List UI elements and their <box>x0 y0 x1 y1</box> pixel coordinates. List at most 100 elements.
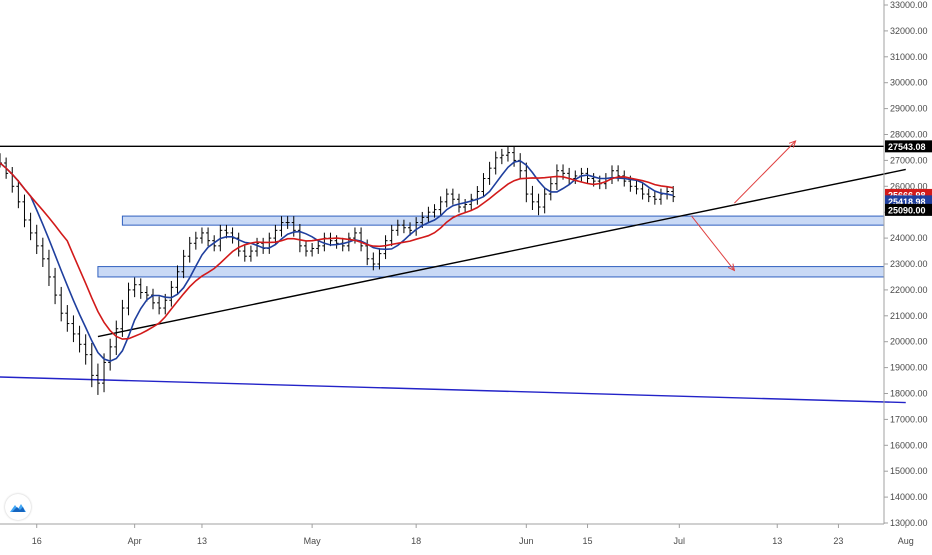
price-bar <box>59 286 64 322</box>
price-bar <box>505 146 510 162</box>
x-tick-label: 15 <box>583 536 593 546</box>
price-bar <box>432 204 437 218</box>
price-bar <box>524 162 529 203</box>
price-bar <box>108 338 113 371</box>
projection-arrow-0 <box>734 140 797 204</box>
price-bar <box>499 148 504 165</box>
price-bar <box>359 227 364 252</box>
y-tick-label: 16000.00 <box>890 440 928 450</box>
price-bar <box>463 198 468 213</box>
price-bar <box>579 167 584 182</box>
price-bar <box>199 227 204 244</box>
price-badge-3: 25090.00 <box>885 203 932 216</box>
price-bar <box>28 212 33 241</box>
x-tick-label: Jul <box>674 536 686 546</box>
moving-average-slow <box>0 162 674 340</box>
price-bar <box>132 277 137 298</box>
arrows-layer <box>691 140 797 272</box>
price-bar <box>46 249 51 287</box>
price-badge-0: 27543.08 <box>885 140 932 153</box>
x-tick-label: May <box>304 536 322 546</box>
price-bar <box>236 232 241 257</box>
price-bar <box>310 243 315 257</box>
price-bar <box>181 249 186 279</box>
arrow-head <box>727 263 736 272</box>
price-bar <box>536 193 541 216</box>
price-bar <box>493 151 498 175</box>
price-bar <box>89 342 94 388</box>
arrow-head <box>788 140 797 148</box>
price-bar <box>53 267 58 305</box>
y-tick-label: 21000.00 <box>890 311 928 321</box>
price-bar <box>83 334 88 365</box>
price-bar <box>120 299 125 337</box>
price-bar <box>334 235 339 249</box>
price-bar <box>126 282 131 316</box>
price-bar <box>450 188 455 205</box>
price-bar <box>279 216 284 237</box>
x-tick-label: Aug <box>898 536 914 546</box>
price-bar <box>77 325 82 353</box>
price-bar <box>585 167 590 184</box>
moving-averages-layer <box>0 159 674 362</box>
price-bar <box>444 188 449 208</box>
price-badge-label: 27543.08 <box>888 142 926 152</box>
y-tick-label: 31000.00 <box>890 52 928 62</box>
y-tick-label: 15000.00 <box>890 466 928 476</box>
price-bar <box>242 245 247 262</box>
price-bar <box>389 224 394 247</box>
x-tick-label: Jun <box>519 536 534 546</box>
price-bar <box>646 188 651 203</box>
trendline-1 <box>0 376 906 404</box>
price-bar <box>291 216 296 237</box>
x-tick-label: Apr <box>128 536 142 546</box>
support-zone-0 <box>121 215 885 226</box>
x-tick-label: 13 <box>197 536 207 546</box>
price-badge-label: 25418.98 <box>888 197 926 207</box>
price-bar <box>65 305 70 332</box>
lines-layer <box>0 145 906 404</box>
y-tick-label: 33000.00 <box>890 0 928 10</box>
price-bar <box>169 280 174 307</box>
price-bar <box>316 240 321 254</box>
y-tick-label: 17000.00 <box>890 414 928 424</box>
price-bar <box>518 153 523 179</box>
price-bar <box>548 177 553 201</box>
price-bar <box>383 235 388 260</box>
price-bar <box>512 146 517 167</box>
moving-average-fast <box>0 159 674 362</box>
price-bar <box>395 219 400 236</box>
price-bar <box>634 180 639 195</box>
price-bar <box>457 193 461 213</box>
price-bar <box>487 161 492 185</box>
price-bar <box>652 191 657 205</box>
price-bar <box>426 206 431 223</box>
price-bar <box>157 296 162 315</box>
price-bar <box>371 252 376 271</box>
price-bar <box>95 363 100 395</box>
price-bar <box>304 240 308 257</box>
y-axis[interactable]: 13000.00 14000.00 15000.00 16000.00 17000.00… <box>883 0 928 528</box>
price-bar <box>567 167 572 184</box>
price-bar <box>267 232 272 254</box>
tradingview-logo[interactable] <box>5 494 31 520</box>
price-bar <box>475 186 480 205</box>
y-tick-label: 14000.00 <box>890 492 928 502</box>
price-badge-bg <box>885 203 932 216</box>
price-bar <box>285 216 290 229</box>
x-axis[interactable]: 16 Apr 13 May 18 Jun 15 Jul 13 23 Aug <box>0 523 914 546</box>
price-bar <box>114 320 119 356</box>
price-bar <box>554 164 559 191</box>
price-bar <box>640 183 645 200</box>
support-zone-1 <box>97 266 885 278</box>
price-bar <box>377 248 382 270</box>
price-bar <box>297 223 302 253</box>
price-bar <box>175 265 180 294</box>
x-tick-label: 13 <box>772 536 782 546</box>
price-bar <box>187 236 192 263</box>
y-tick-label: 22000.00 <box>890 285 928 295</box>
price-badge-bg <box>885 140 932 153</box>
price-bar <box>40 237 45 267</box>
y-tick-label: 27000.00 <box>890 155 928 165</box>
